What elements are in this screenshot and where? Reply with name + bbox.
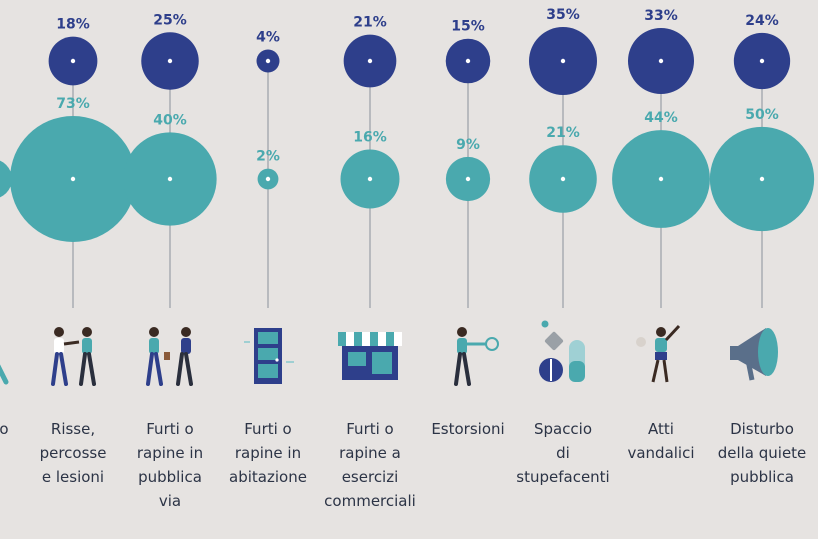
bubble-center-dot <box>70 58 76 64</box>
data-label-series-b: 16% <box>353 130 387 146</box>
category-label: Furti o <box>346 420 393 438</box>
category-label: Furti o <box>244 420 291 438</box>
data-label-series-a: 35% <box>546 7 580 23</box>
category-label: via <box>159 492 181 510</box>
category-label: o <box>0 420 9 438</box>
category-label: Estorsioni <box>431 420 504 438</box>
category-label: della quiete <box>718 444 807 462</box>
person-icon <box>0 364 9 385</box>
bubble-center-dot <box>265 58 271 64</box>
data-label-series-b: 44% <box>644 110 678 126</box>
data-label-series-b: 40% <box>153 112 187 128</box>
data-label-series-b: 21% <box>546 125 580 141</box>
bubble-center-dot <box>367 58 373 64</box>
category-label: Spaccio <box>534 420 592 438</box>
category-label: abitazione <box>229 468 307 486</box>
category-label: stupefacenti <box>516 468 609 486</box>
fight-icon <box>51 327 96 386</box>
category-label: Risse, <box>51 420 95 438</box>
bubble-center-dot <box>759 176 765 182</box>
category-label: pubblica <box>138 468 202 486</box>
data-label-series-a: 33% <box>644 8 678 24</box>
category-label: vandalici <box>627 444 694 462</box>
bubble-center-dot <box>167 176 173 182</box>
category-label: pubblica <box>730 468 794 486</box>
bubble-center-dot <box>759 58 765 64</box>
door-icon <box>244 328 294 384</box>
data-label-series-a: 18% <box>56 17 90 33</box>
bubble-center-dot <box>70 176 76 182</box>
category-label: e lesioni <box>42 468 104 486</box>
data-label-series-b: 2% <box>256 149 280 165</box>
category-label: rapine a <box>339 444 401 462</box>
category-label: esercizi <box>342 468 399 486</box>
bubble-center-dot <box>560 176 566 182</box>
data-label-series-a: 15% <box>451 19 485 35</box>
data-label-series-b: 73% <box>56 96 90 112</box>
bubble-center-dot <box>560 58 566 64</box>
data-label-series-b: 9% <box>456 137 480 153</box>
category-label: Atti <box>648 420 674 438</box>
data-label-series-a: 4% <box>256 30 280 46</box>
data-label-series-a: 21% <box>353 15 387 31</box>
bubble-center-dot <box>167 58 173 64</box>
category-label: di <box>556 444 570 462</box>
category-label: percosse <box>40 444 107 462</box>
bubble-center-dot <box>367 176 373 182</box>
extortion-icon <box>454 327 499 386</box>
street-theft-icon <box>146 327 193 386</box>
category-label: Disturbo <box>730 420 794 438</box>
bubble-center-dot <box>465 58 471 64</box>
bubble-center-dot <box>658 58 664 64</box>
shop-icon <box>338 332 402 380</box>
data-label-series-b: 50% <box>745 107 779 123</box>
category-label: rapine in <box>137 444 203 462</box>
category-label: rapine in <box>235 444 301 462</box>
bubble-center-dot <box>465 176 471 182</box>
vandal-icon <box>636 324 681 383</box>
data-label-series-a: 25% <box>153 12 187 28</box>
data-label-series-a: 24% <box>745 13 779 29</box>
megaphone-icon <box>730 328 778 381</box>
bubble-center-dot <box>658 176 664 182</box>
bubble-center-dot <box>265 176 271 182</box>
category-label: commerciali <box>324 492 416 510</box>
pills-icon <box>539 320 585 382</box>
bubble-series-b <box>0 160 12 198</box>
category-label: Furti o <box>146 420 193 438</box>
